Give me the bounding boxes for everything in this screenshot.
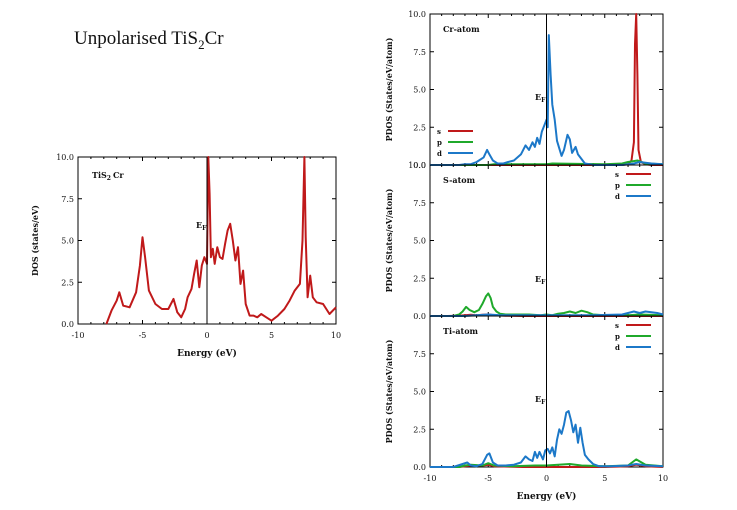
x-tick-label: 5 [269, 331, 274, 340]
series-line-d [430, 310, 664, 317]
x-tick-label: -10 [424, 474, 437, 483]
legend-label: s [437, 127, 441, 136]
series-line-DOS [105, 156, 337, 325]
chart-panel-ti: 0.0 2.5 5.0 7.5 -10 -5 0 5 10 Energy (eV) PDOS (St… [384, 315, 668, 502]
fermi-level-label: EF [535, 274, 546, 286]
y-tick-label: 2.5 [413, 123, 426, 132]
series-line-d [430, 34, 664, 166]
x-axis-label: Energy (eV) [517, 491, 577, 502]
x-tick-label: -10 [72, 331, 85, 340]
y-tick-label: 10.0 [408, 161, 426, 170]
figure-title-end: Cr [204, 28, 224, 49]
x-tick-label: 5 [602, 474, 607, 483]
y-tick-label: 0.0 [413, 161, 426, 170]
y-tick-label: 2.5 [61, 278, 74, 287]
legend-label: s [615, 170, 619, 179]
panel-label: TiS2 Cr [92, 170, 124, 182]
x-tick-label: 10 [658, 474, 668, 483]
legend-label: p [437, 138, 442, 147]
series-line-d [430, 410, 664, 468]
fermi-level-label: EF [535, 394, 546, 406]
y-tick-label: 2.5 [413, 274, 426, 283]
y-tick-label: 0.0 [413, 463, 426, 472]
y-tick-label: 10.0 [56, 153, 74, 162]
x-tick-label: 10 [331, 331, 341, 340]
chart-panel-tdos: 0.0 2.5 5.0 7.5 10.0 -10 -5 0 5 10 Energy (eV) DOS … [30, 153, 341, 359]
y-tick-label: 2.5 [413, 425, 426, 434]
y-tick-label: 7.5 [413, 48, 426, 57]
y-tick-label: 5.0 [413, 237, 426, 246]
legend-label: d [615, 192, 620, 201]
figure-title-sub: 2 [198, 36, 205, 52]
y-axis-label: DOS (states/eV) [30, 205, 40, 276]
legend: spd [615, 321, 651, 352]
x-tick-label: 0 [204, 331, 209, 340]
panel-label: Ti-atom [443, 326, 479, 336]
fermi-level-label: EF [535, 92, 546, 104]
chart-panel-s: 0.0 2.5 5.0 7.5 10.0 PDOS (States/eV/atom) EF S… [384, 161, 664, 321]
y-axis-label: PDOS (States/eV/atom) [384, 339, 394, 443]
chart-panel-cr: 0.0 2.5 5.0 7.5 10.0 PDOS (States/eV/atom) EF C… [384, 10, 664, 170]
y-tick-label: 5.0 [413, 86, 426, 95]
y-tick-label: 10.0 [408, 10, 426, 19]
y-tick-label: 5.0 [61, 237, 74, 246]
y-tick-label: 0.0 [61, 320, 74, 329]
y-tick-label: 0.0 [413, 312, 426, 321]
legend-label: s [615, 321, 619, 330]
y-axis-label: PDOS (States/eV/atom) [384, 37, 394, 141]
legend-label: d [615, 343, 620, 352]
x-tick-label: -5 [139, 331, 147, 340]
panel-label: Cr-atom [443, 24, 480, 34]
legend-label: p [615, 181, 620, 190]
x-tick-label: 0 [544, 474, 549, 483]
y-tick-label: 7.5 [413, 199, 426, 208]
x-axis-label: Energy (eV) [177, 348, 237, 359]
legend-label: d [437, 149, 442, 158]
legend: spd [615, 170, 651, 201]
y-tick-label: 5.0 [413, 388, 426, 397]
figure-title: Unpolarised TiS2Cr [74, 28, 224, 53]
y-axis-label: PDOS (States/eV/atom) [384, 188, 394, 292]
panel-label: S-atom [443, 175, 476, 185]
fermi-level-label: EF [196, 220, 207, 232]
legend: spd [437, 127, 473, 158]
legend-label: p [615, 332, 620, 341]
y-tick-label: 7.5 [61, 195, 74, 204]
x-tick-label: -5 [484, 474, 492, 483]
figure-title-main: Unpolarised TiS [74, 28, 199, 49]
y-tick-label: 7.5 [413, 350, 426, 359]
